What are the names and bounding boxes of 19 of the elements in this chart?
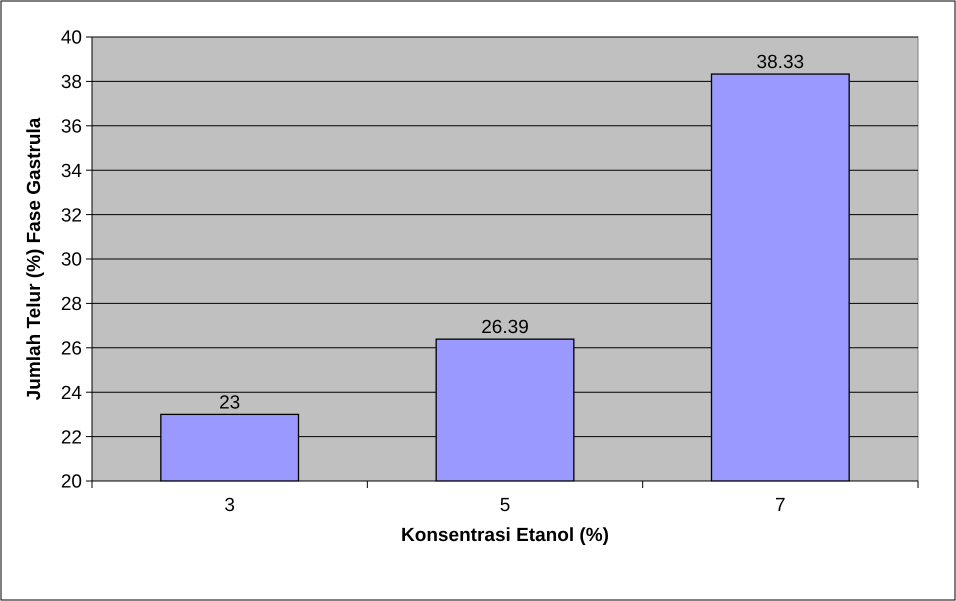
y-tick-label: 24: [60, 382, 82, 404]
y-tick-label: 34: [60, 160, 82, 182]
y-tick-label: 36: [60, 116, 82, 138]
x-axis-title: Konsentrasi Etanol (%): [401, 525, 609, 546]
y-axis-title: Jumlah Telur (%) Fase Gastrula: [24, 117, 45, 400]
y-tick-label: 38: [60, 72, 82, 94]
y-tick-label: 28: [60, 294, 82, 316]
y-tick-label: 30: [60, 250, 82, 271]
y-tick-label: 32: [60, 205, 82, 226]
y-tick-label: 26: [60, 338, 82, 360]
x-tick-label: 7: [775, 495, 786, 516]
x-tick-label: 5: [500, 495, 510, 516]
x-tick-label: 3: [224, 495, 235, 516]
y-tick-label: 22: [60, 427, 82, 448]
data-label: 26.39: [481, 317, 529, 338]
y-tick-label: 20: [60, 472, 82, 493]
data-label: 23: [219, 392, 240, 414]
data-label: 38.33: [756, 52, 804, 74]
y-tick-label: 40: [60, 28, 82, 49]
